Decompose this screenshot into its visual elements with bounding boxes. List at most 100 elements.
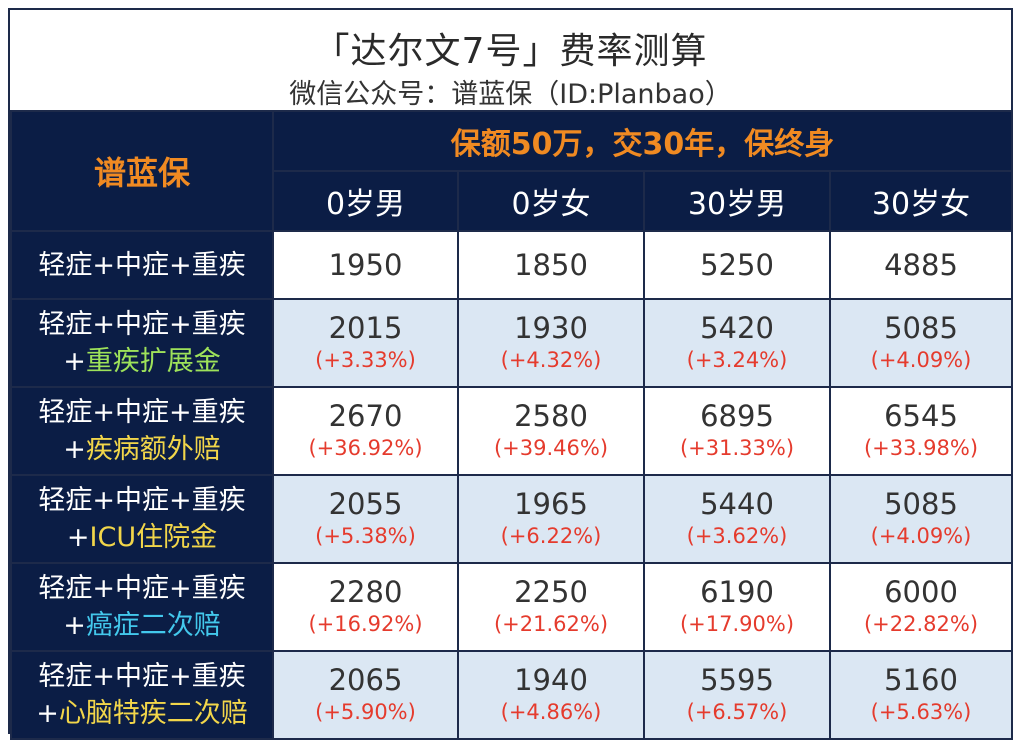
premium-value: 5085 <box>884 487 958 521</box>
row-label-extra: ICU住院金 <box>89 522 218 553</box>
premium-increase: (+16.92%) <box>308 612 423 636</box>
premium-increase: (+4.86%) <box>500 700 602 724</box>
premium-cell: 5085 (+4.09%) <box>829 298 1013 388</box>
premium-increase: (+3.33%) <box>315 348 416 372</box>
row-label-plus: + <box>36 698 59 729</box>
premium-value: 5420 <box>700 311 774 345</box>
premium-increase: (+4.32%) <box>500 348 602 372</box>
row-label: 轻症+中症+重疾 +ICU住院金 <box>10 474 274 564</box>
premium-increase: (+33.98%) <box>863 436 979 460</box>
row-label: 轻症+中症+重疾 +重疾扩展金 <box>10 298 274 388</box>
premium-cell: 6545 (+33.98%) <box>829 386 1013 476</box>
premium-value: 2280 <box>328 575 403 609</box>
premium-cell: 6190 (+17.90%) <box>643 562 831 652</box>
row-label: 轻症+中症+重疾 +疾病额外赔 <box>10 386 274 476</box>
premium-increase: (+21.62%) <box>493 612 609 636</box>
premium-value: 6545 <box>884 399 958 433</box>
row-label-base: 轻症+中症+重疾 <box>38 309 246 340</box>
row-label-plus: + <box>63 346 86 377</box>
column-header: 30岁男 <box>643 170 831 232</box>
premium-cell: 2280 (+16.92%) <box>272 562 459 652</box>
premium-value: 6895 <box>700 399 774 433</box>
premium-cell: 5440 (+3.62%) <box>643 474 831 564</box>
premium-value: 5085 <box>884 311 958 345</box>
coverage-header: 保额50万，交30年，保终身 <box>272 110 1013 172</box>
column-header: 0岁女 <box>457 170 645 232</box>
premium-value: 1930 <box>514 311 588 345</box>
premium-increase: (+22.82%) <box>863 612 979 636</box>
premium-increase: (+6.57%) <box>686 700 788 724</box>
premium-increase: (+3.62%) <box>686 524 788 548</box>
row-label-plus: + <box>63 610 86 641</box>
row-label-extra: 重疾扩展金 <box>85 346 221 377</box>
page-title: 「达尔文7号」费率测算 <box>313 31 708 72</box>
table-row: 轻症+中症+重疾 +癌症二次赔 2280 (+16.92%) 2250 (+21.62%)… <box>10 562 1013 652</box>
premium-cell: 5085 (+4.09%) <box>829 474 1013 564</box>
premium-increase: (+31.33%) <box>679 436 795 460</box>
premium-value: 2580 <box>514 399 588 433</box>
table-row: 轻症+中症+重疾 +疾病额外赔 2670 (+36.92%) 2580 (+39.46%)… <box>10 386 1013 476</box>
premium-cell: 1965 (+6.22%) <box>457 474 645 564</box>
brand-cell: 谱蓝保 <box>10 110 274 232</box>
premium-cell: 6895 (+31.33%) <box>643 386 831 476</box>
premium-increase: (+6.22%) <box>500 524 602 548</box>
premium-cell: 2065 (+5.90%) <box>272 650 459 740</box>
table-row: 轻症+中症+重疾 +ICU住院金 2055 (+5.38%) 1965 (+6.22%) 5… <box>10 474 1013 564</box>
row-label-extra: 癌症二次赔 <box>85 610 221 641</box>
premium-cell: 1930 (+4.32%) <box>457 298 645 388</box>
row-label-base: 轻症+中症+重疾 <box>38 661 246 692</box>
premium-value: 1940 <box>514 663 588 697</box>
title-box: 「达尔文7号」费率测算 微信公众号：谱蓝保（ID:Planbao） <box>10 10 1011 112</box>
premium-increase: (+5.63%) <box>870 700 972 724</box>
premium-value: 1965 <box>514 487 588 521</box>
premium-increase: (+5.38%) <box>315 524 416 548</box>
rate-table-frame: 「达尔文7号」费率测算 微信公众号：谱蓝保（ID:Planbao） 谱蓝保 保额… <box>8 8 1013 740</box>
premium-value: 2670 <box>328 399 403 433</box>
premium-increase: (+36.92%) <box>308 436 423 460</box>
premium-value: 5160 <box>884 663 958 697</box>
premium-increase: (+5.90%) <box>315 700 416 724</box>
table-row: 轻症+中症+重疾 +重疾扩展金 2015 (+3.33%) 1930 (+4.32%) 54… <box>10 298 1013 388</box>
premium-increase: (+3.24%) <box>686 348 788 372</box>
premium-cell: 6000 (+22.82%) <box>829 562 1013 652</box>
premium-value: 2055 <box>328 487 403 521</box>
row-label-base: 轻症+中症+重疾 <box>38 397 246 428</box>
table-row: 轻症+中症+重疾 1950 1850 5250 4885 <box>10 230 1013 300</box>
premium-cell: 2055 (+5.38%) <box>272 474 459 564</box>
premium-cell: 1850 <box>457 230 645 300</box>
page-subtitle: 微信公众号：谱蓝保（ID:Planbao） <box>289 79 732 110</box>
premium-cell: 2015 (+3.33%) <box>272 298 459 388</box>
table-row: 轻症+中症+重疾 +心脑特疾二次赔 2065 (+5.90%) 1940 (+4.86%)… <box>10 650 1013 740</box>
premium-cell: 5595 (+6.57%) <box>643 650 831 740</box>
premium-value: 6190 <box>700 575 774 609</box>
premium-value: 2065 <box>328 663 403 697</box>
row-label-extra-line: +ICU住院金 <box>12 519 272 556</box>
premium-value: 6000 <box>884 575 958 609</box>
row-label: 轻症+中症+重疾 <box>10 230 274 300</box>
row-label-plus: + <box>66 522 90 553</box>
premium-increase: (+17.90%) <box>679 612 795 636</box>
premium-cell: 1950 <box>272 230 459 300</box>
row-label-extra-line: +重疾扩展金 <box>12 343 272 380</box>
premium-cell: 4885 <box>829 230 1013 300</box>
row-label-extra-line: +癌症二次赔 <box>12 607 272 644</box>
column-header: 30岁女 <box>829 170 1013 232</box>
row-label-extra-line: +疾病额外赔 <box>12 431 272 468</box>
premium-cell: 2250 (+21.62%) <box>457 562 645 652</box>
premium-cell: 5250 <box>643 230 831 300</box>
premium-value: 2250 <box>514 575 588 609</box>
premium-increase: (+4.09%) <box>870 524 972 548</box>
premium-cell: 5420 (+3.24%) <box>643 298 831 388</box>
premium-value: 5595 <box>700 663 774 697</box>
column-header: 0岁男 <box>272 170 459 232</box>
row-label-plus: + <box>63 434 86 465</box>
row-label-extra: 心脑特疾二次赔 <box>58 698 248 729</box>
row-label-extra-line: +心脑特疾二次赔 <box>12 695 272 732</box>
row-label: 轻症+中症+重疾 +癌症二次赔 <box>10 562 274 652</box>
premium-cell: 1940 (+4.86%) <box>457 650 645 740</box>
premium-cell: 2580 (+39.46%) <box>457 386 645 476</box>
premium-cell: 5160 (+5.63%) <box>829 650 1013 740</box>
row-label: 轻症+中症+重疾 +心脑特疾二次赔 <box>10 650 274 740</box>
premium-cell: 2670 (+36.92%) <box>272 386 459 476</box>
premium-value: 5440 <box>700 487 774 521</box>
